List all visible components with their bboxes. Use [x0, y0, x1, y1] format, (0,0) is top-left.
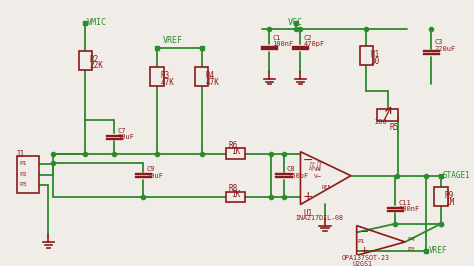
- Text: RG1: RG1: [310, 160, 317, 171]
- Text: 100nF: 100nF: [398, 206, 419, 213]
- Text: 22K: 22K: [89, 61, 103, 70]
- Text: P2: P2: [19, 172, 27, 177]
- Text: VREF: VREF: [163, 36, 182, 45]
- Text: +: +: [303, 190, 313, 203]
- Text: J1: J1: [16, 150, 25, 159]
- Bar: [150, 67, 164, 86]
- Text: −: −: [360, 227, 369, 237]
- Text: 47K: 47K: [161, 78, 175, 87]
- Text: C2: C2: [303, 35, 312, 40]
- Text: R5: R5: [390, 123, 399, 132]
- Text: P3: P3: [19, 182, 27, 188]
- Bar: [377, 109, 398, 121]
- Text: 200: 200: [374, 119, 387, 125]
- Bar: [226, 148, 245, 159]
- Text: 30: 30: [370, 57, 380, 66]
- Text: OPA137SOT-23: OPA137SOT-23: [341, 255, 389, 261]
- Text: INA217DIL-08: INA217DIL-08: [296, 215, 344, 221]
- Text: P4: P4: [407, 237, 415, 242]
- Text: V−: V−: [314, 174, 322, 179]
- Text: P3: P3: [407, 247, 415, 252]
- Text: V+: V+: [314, 167, 322, 172]
- Text: R3: R3: [161, 71, 170, 80]
- Text: 470pF: 470pF: [303, 41, 325, 47]
- Bar: [434, 187, 448, 206]
- Text: +: +: [360, 246, 369, 256]
- Text: R9: R9: [445, 191, 454, 200]
- Bar: [226, 192, 245, 202]
- Text: VMIC: VMIC: [87, 18, 107, 27]
- Text: −: −: [303, 154, 313, 167]
- Text: C7: C7: [117, 128, 126, 134]
- Bar: [360, 46, 373, 65]
- Text: R4: R4: [206, 71, 215, 80]
- Text: C8: C8: [287, 166, 295, 172]
- Text: C11: C11: [398, 200, 411, 206]
- Text: R8: R8: [229, 184, 238, 193]
- Text: REF: REF: [321, 185, 330, 190]
- Text: R2: R2: [89, 55, 99, 64]
- Text: 47K: 47K: [206, 78, 219, 87]
- Text: RG2: RG2: [317, 160, 323, 171]
- Text: STAGE1: STAGE1: [443, 171, 471, 180]
- Text: 150pF: 150pF: [287, 173, 308, 179]
- Text: C1: C1: [273, 35, 281, 40]
- Text: 10uF: 10uF: [117, 134, 134, 140]
- Text: U2GS1: U2GS1: [353, 261, 373, 266]
- Text: 1M: 1M: [445, 198, 454, 207]
- Text: U1: U1: [303, 209, 313, 218]
- Text: 220uF: 220uF: [434, 46, 456, 52]
- Text: R1: R1: [370, 50, 380, 59]
- Text: C9: C9: [146, 166, 155, 172]
- Text: 10uF: 10uF: [146, 173, 164, 179]
- Bar: [18, 156, 39, 193]
- Text: C3: C3: [434, 39, 443, 45]
- Text: P1: P1: [19, 161, 27, 166]
- Text: VCC: VCC: [288, 18, 303, 27]
- Text: 100nF: 100nF: [273, 41, 293, 47]
- Text: R6: R6: [229, 141, 238, 150]
- Bar: [79, 51, 92, 70]
- Bar: [195, 67, 209, 86]
- Text: 1K: 1K: [231, 147, 240, 156]
- Text: VREF: VREF: [428, 246, 447, 255]
- Text: P1: P1: [358, 239, 365, 244]
- Text: 1K: 1K: [231, 190, 240, 199]
